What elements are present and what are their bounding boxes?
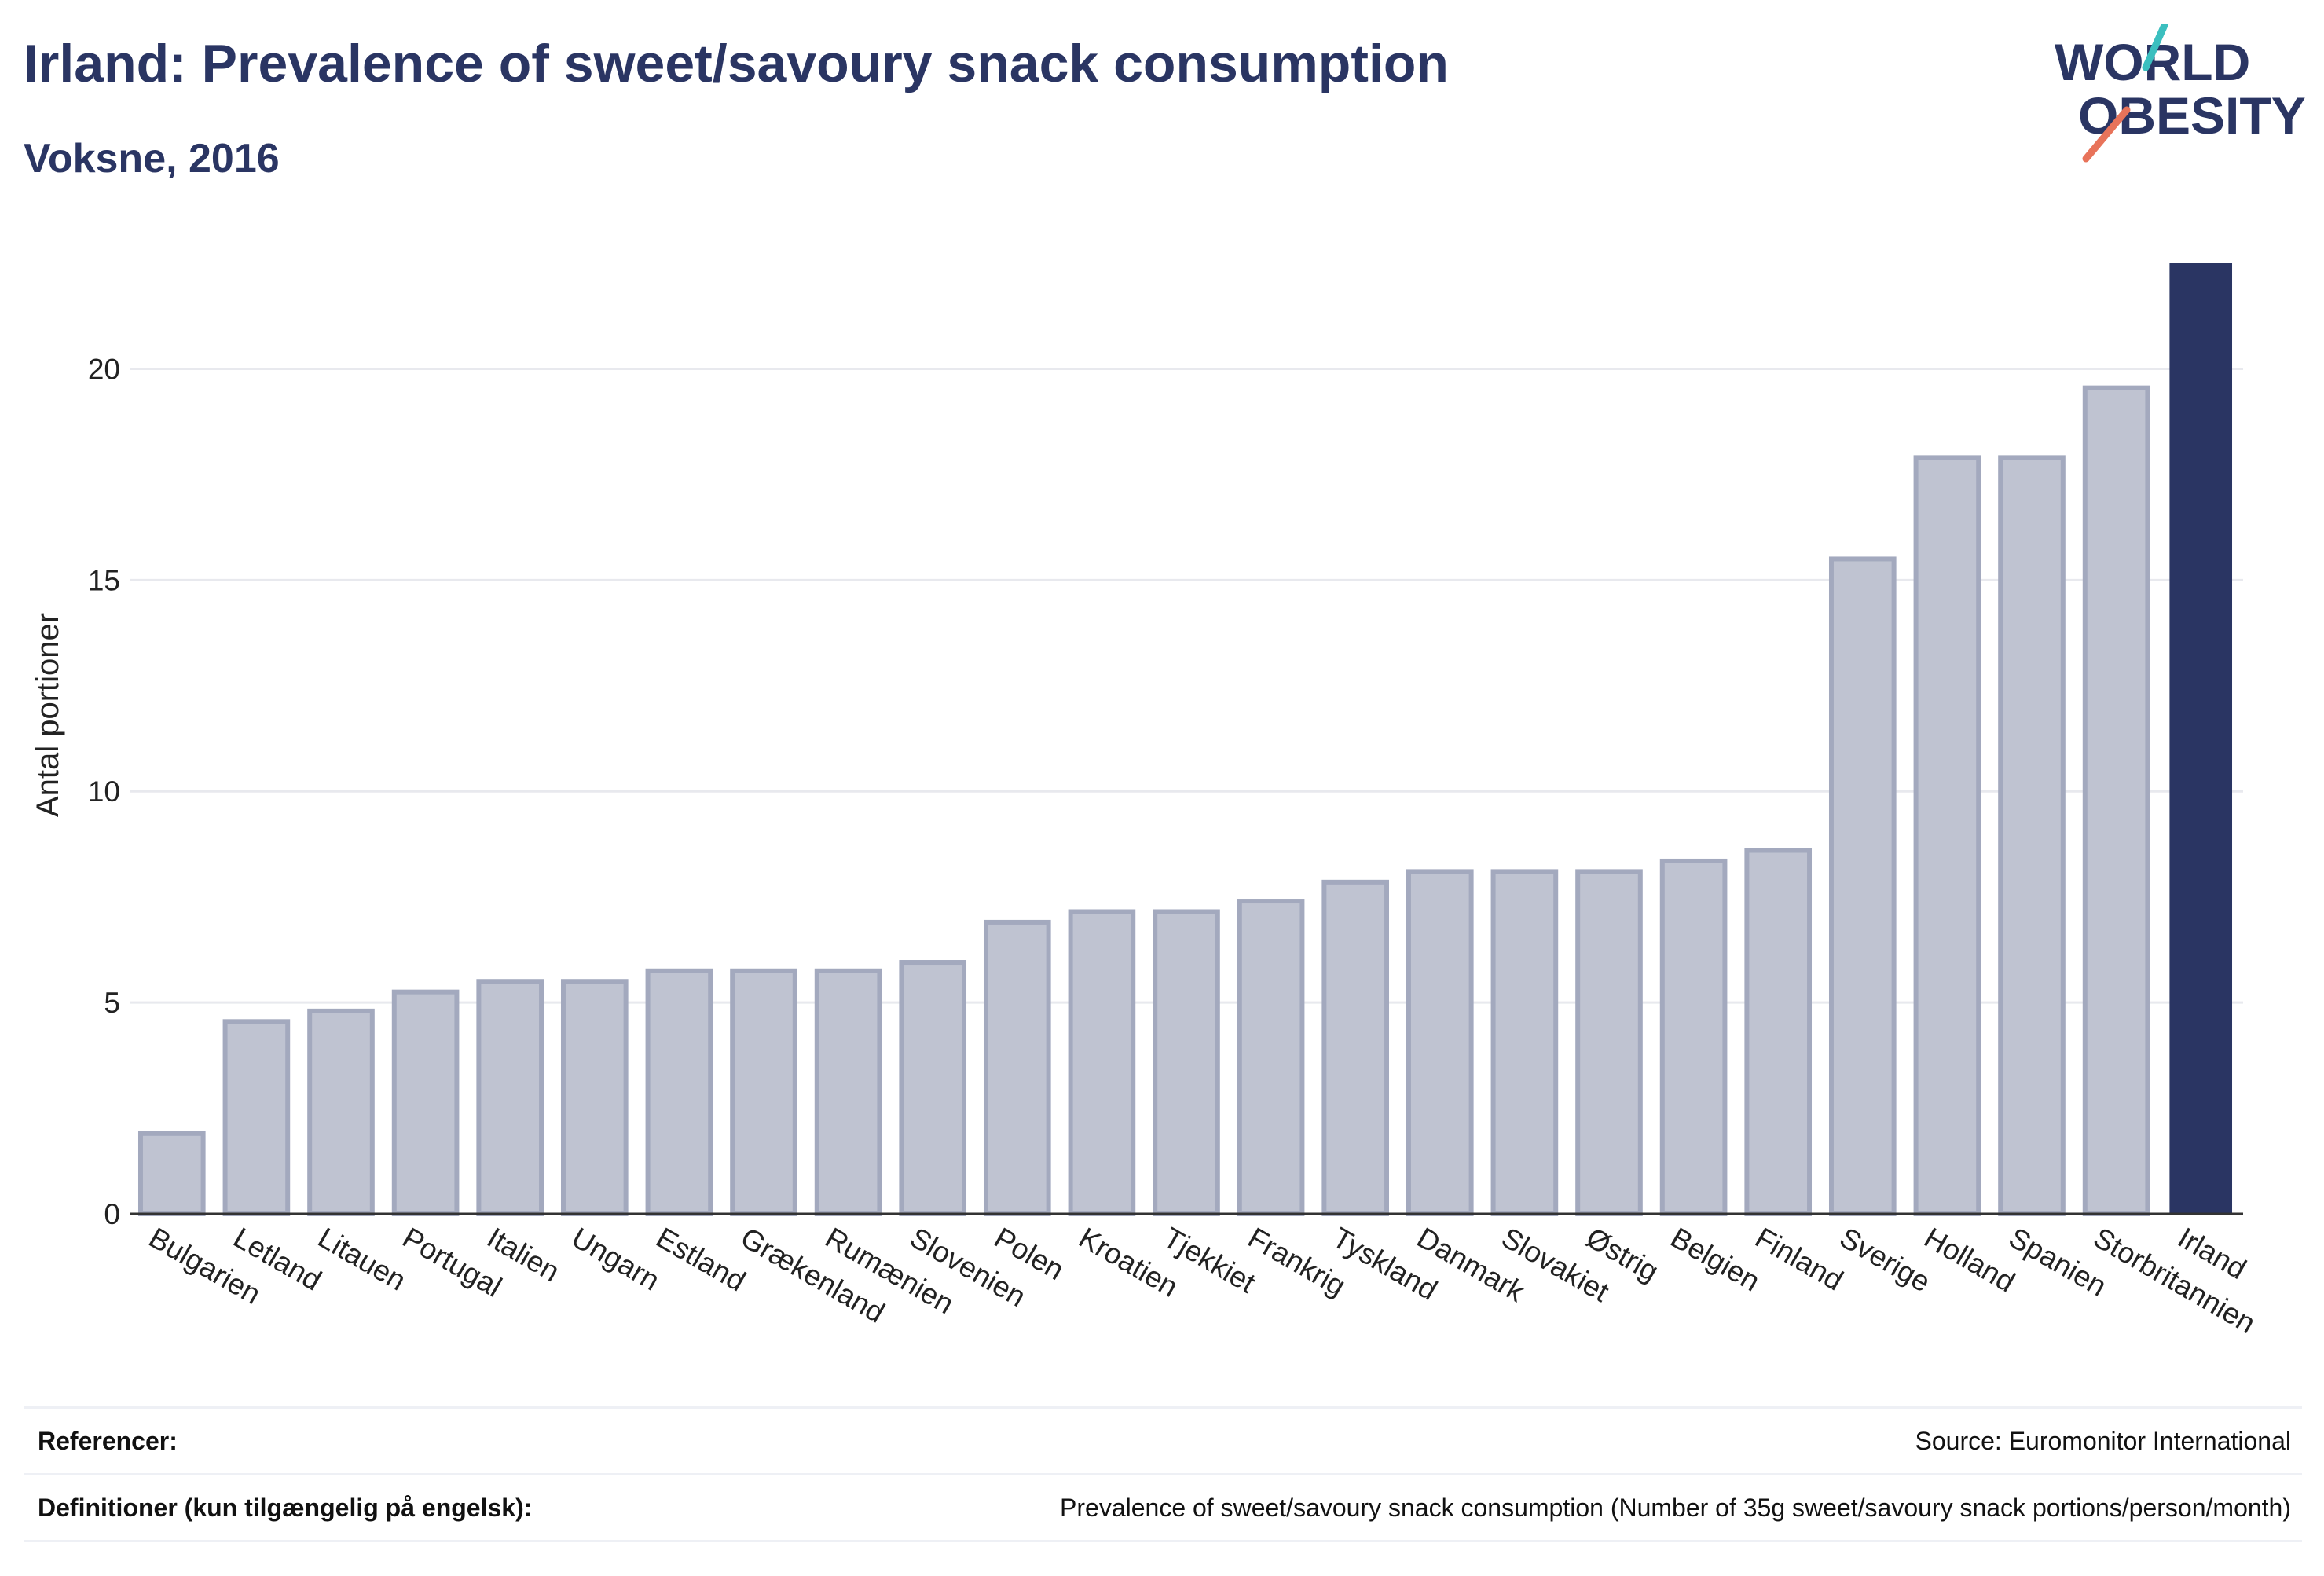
x-tick-label: Ungarn [566, 1221, 665, 1296]
logo-slash-teal [2142, 24, 2168, 71]
x-tick-label: Sverige [1835, 1221, 1936, 1298]
x-tick-label: Litauen [313, 1221, 412, 1296]
bar-tyskland [1321, 879, 1390, 1217]
bar-sverige [1828, 556, 1897, 1216]
bar-danmark [1406, 869, 1474, 1217]
bar-letland [222, 1019, 291, 1217]
bar-finland [1744, 848, 1813, 1216]
bar-chart: 0 5 10 15 20 BulgarienLetlandLitauenPortugal… [31, 263, 2261, 1340]
bars [137, 263, 2233, 1217]
y-tick-label: 5 [104, 987, 120, 1019]
bar-tjekkiet [1153, 909, 1220, 1216]
definitions-value: Prevalence of sweet/savoury snack consum… [1060, 1493, 2291, 1522]
y-tick-labels: 0 5 10 15 20 [88, 353, 120, 1230]
bar-irland [2169, 263, 2233, 1214]
x-tick-label: Estland [651, 1221, 750, 1297]
chart-title: Irland: Prevalence of sweet/savoury snac… [24, 34, 1449, 93]
bar-estland [645, 968, 713, 1217]
bar-storbritannien [2082, 385, 2150, 1217]
x-tick-label: Spanien [2003, 1221, 2112, 1302]
bar-spanien [1998, 455, 2066, 1216]
y-tick-label: 10 [88, 775, 120, 808]
logo-line2: OBESITY [2078, 86, 2306, 145]
bar-slovenien [899, 960, 967, 1216]
logo-line1: WORLD [2055, 33, 2250, 91]
definitions-label: Definitioner (kun tilgængelig på engelsk… [38, 1493, 533, 1522]
bar-belgien [1659, 858, 1728, 1216]
x-tick-label: Belgien [1666, 1221, 1765, 1297]
x-tick-label: Holland [1919, 1221, 2020, 1298]
bar-slovakiet [1490, 869, 1559, 1217]
bar-litauen [307, 1008, 375, 1217]
definitions-row: Definitioner (kun tilgængelig på engelsk… [24, 1473, 2302, 1542]
references-value: Source: Euromonitor International [1915, 1426, 2291, 1455]
bar-frankrig [1237, 899, 1305, 1216]
footer: Referencer: Source: Euromonitor Internat… [24, 1406, 2302, 1542]
bar-holland [1913, 455, 1981, 1216]
references-label: Referencer: [38, 1426, 178, 1455]
x-tick-label: Finland [1750, 1221, 1849, 1296]
bar-portugal [391, 989, 460, 1216]
y-tick-label: 0 [104, 1198, 120, 1230]
bar-italien [476, 979, 544, 1216]
x-tick-label: Frankrig [1243, 1221, 1351, 1302]
bar-bulgarien [137, 1131, 206, 1217]
y-axis-label: Antal portioner [31, 613, 65, 817]
bar-kroatien [1068, 909, 1136, 1216]
chart-subtitle: Voksne, 2016 [24, 136, 280, 181]
bar-ungarn [560, 979, 629, 1216]
y-tick-label: 15 [88, 564, 120, 596]
logo-slash-coral [2082, 106, 2131, 163]
bar-grækenland [730, 968, 797, 1217]
world-obesity-logo: WORLD OBESITY [2055, 24, 2306, 163]
references-row: Referencer: Source: Euromonitor Internat… [24, 1406, 2302, 1473]
bar-rumænien [814, 968, 882, 1217]
bar-østrig [1575, 869, 1643, 1217]
bar-polen [983, 919, 1051, 1217]
y-tick-label: 20 [88, 353, 120, 385]
